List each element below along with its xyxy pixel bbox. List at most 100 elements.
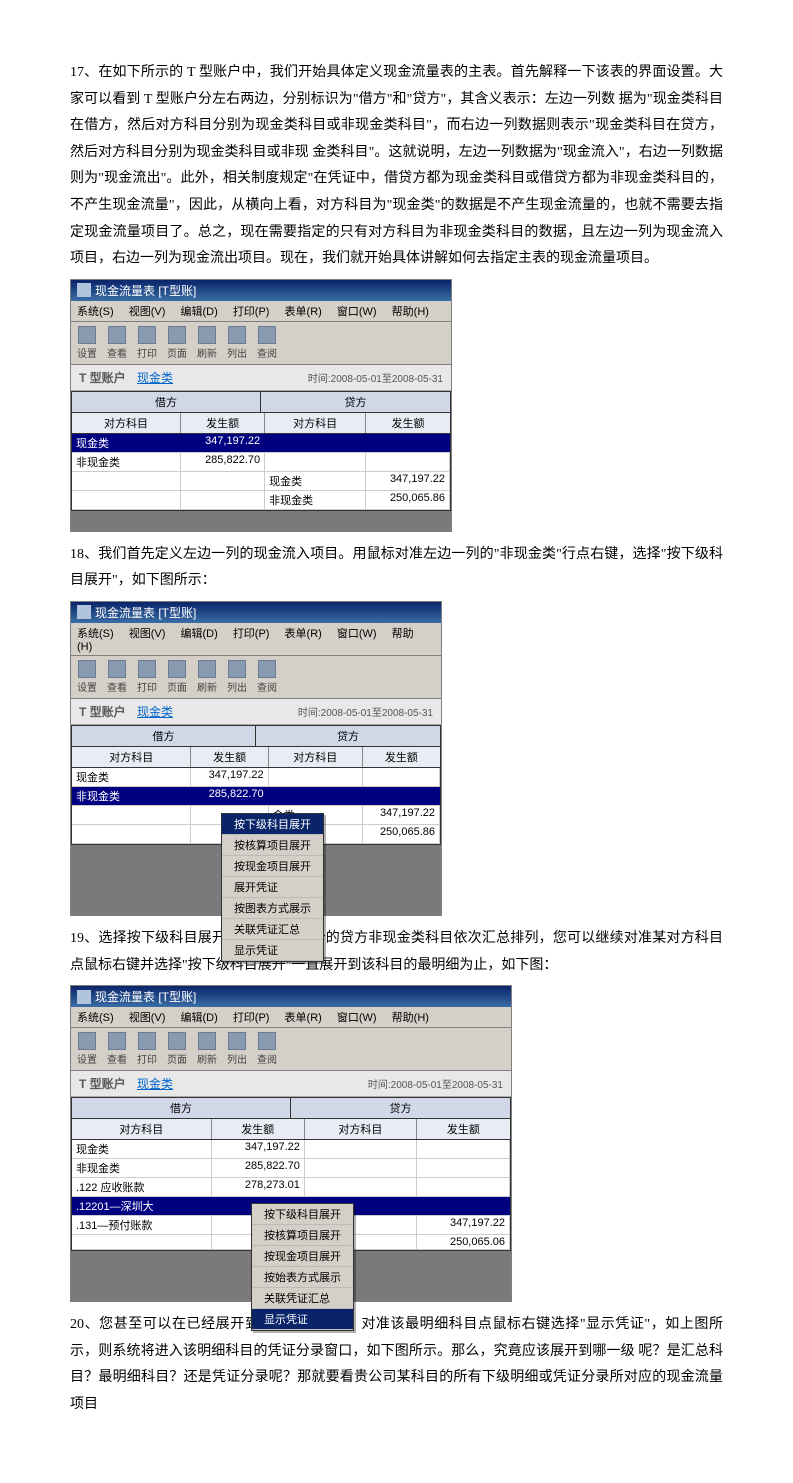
table-row[interactable]: .122 应收账款 278,273.01 — [72, 1178, 510, 1197]
screenshot-3: 现金流量表 [T型账] 系统(S) 视图(V) 编辑(D) 打印(P) 表单(R… — [70, 985, 512, 1302]
titlebar-2: 现金流量表 [T型账] — [71, 602, 441, 623]
tool-button[interactable]: 列出 — [227, 660, 247, 694]
context-menu-2[interactable]: 按下级科目展开 按核算项目展开 按现金项目展开 按始表方式展示 关联凭证汇总 显… — [251, 1203, 354, 1331]
toolbar-2: 设置 查看 打印 页面 刷新 列出 查阅 — [71, 656, 441, 699]
menu-item[interactable]: 表单(R) — [285, 1012, 322, 1024]
menu-item[interactable]: 窗口(W) — [337, 1012, 377, 1024]
tool-button[interactable]: 查看 — [107, 660, 127, 694]
window-title: 现金流量表 [T型账] — [95, 988, 196, 1005]
cash-type-link[interactable]: 现金类 — [137, 371, 173, 385]
menu-item[interactable]: 视图(V) — [129, 1012, 166, 1024]
cash-type-link[interactable]: 现金类 — [137, 705, 173, 719]
menu-item[interactable]: 视图(V) — [129, 306, 166, 318]
table-row[interactable]: 非现金类 285,822.70 — [72, 1159, 510, 1178]
ctx-show-voucher[interactable]: 显示凭证 — [252, 1309, 353, 1330]
table-row-selected[interactable]: 非现金类 285,822.70 — [72, 787, 440, 806]
credit-header: 贷方 — [261, 392, 450, 412]
tool-button[interactable]: 设置 — [77, 660, 97, 694]
ctx-item[interactable]: 按下级科目展开 — [252, 1204, 353, 1225]
table-row[interactable]: 现金类 347,197.22 — [72, 768, 440, 787]
menu-item[interactable]: 编辑(D) — [180, 628, 217, 640]
ctx-item[interactable]: 按核算项目展开 — [252, 1225, 353, 1246]
menu-item[interactable]: 帮助(H) — [392, 306, 429, 318]
ctx-expand-by-subaccount[interactable]: 按下级科目展开 — [222, 814, 323, 835]
tool-icon — [108, 660, 126, 678]
tool-button[interactable]: 查看 — [107, 326, 127, 360]
tool-button[interactable]: 页面 — [167, 1032, 187, 1066]
menu-item[interactable]: 编辑(D) — [180, 306, 217, 318]
menu-item[interactable]: 表单(R) — [285, 306, 322, 318]
cash-type-link[interactable]: 现金类 — [137, 1077, 173, 1091]
col-account: 对方科目 — [269, 747, 363, 767]
col-account: 对方科目 — [265, 413, 366, 433]
menu-item[interactable]: 系统(S) — [77, 306, 114, 318]
tool-button[interactable]: 页面 — [167, 326, 187, 360]
credit-header: 贷方 — [291, 1098, 510, 1118]
ctx-item[interactable]: 展开凭证 — [222, 877, 323, 898]
table-row[interactable]: 现金类 347,197.22 — [72, 472, 450, 491]
ctx-item[interactable]: 按图表方式展示 — [222, 898, 323, 919]
menu-item[interactable]: 打印(P) — [233, 306, 270, 318]
table-row[interactable]: 非现金类 250,065.86 — [72, 491, 450, 510]
table-row[interactable]: 现金类 347,197.22 — [72, 434, 450, 453]
tool-icon — [258, 1032, 276, 1050]
tool-icon — [228, 326, 246, 344]
t-account-label: T 型账户 — [79, 705, 126, 719]
menu-item[interactable]: 窗口(W) — [337, 306, 377, 318]
tool-icon — [228, 660, 246, 678]
menu-item[interactable]: 表单(R) — [285, 628, 322, 640]
subheader-3: T 型账户 现金类 时间:2008-05-01至2008-05-31 — [71, 1071, 511, 1097]
tool-button[interactable]: 刷新 — [197, 1032, 217, 1066]
context-menu-1[interactable]: 按下级科目展开 按核算项目展开 按现金项目展开 展开凭证 按图表方式展示 关联凭… — [221, 813, 324, 962]
tool-button[interactable]: 打印 — [137, 1032, 157, 1066]
table-row[interactable]: 非现金类 285,822.70 — [72, 453, 450, 472]
menu-item[interactable]: 系统(S) — [77, 628, 114, 640]
menu-item[interactable]: 打印(P) — [233, 628, 270, 640]
ctx-item[interactable]: 显示凭证 — [222, 940, 323, 961]
ctx-item[interactable]: 关联凭证汇总 — [222, 919, 323, 940]
tool-button[interactable]: 查看 — [107, 1032, 127, 1066]
ctx-item[interactable]: 按始表方式展示 — [252, 1267, 353, 1288]
tool-button[interactable]: 查阅 — [257, 1032, 277, 1066]
menubar-1[interactable]: 系统(S) 视图(V) 编辑(D) 打印(P) 表单(R) 窗口(W) 帮助(H… — [71, 301, 451, 322]
tool-button[interactable]: 设置 — [77, 1032, 97, 1066]
col-amount: 发生额 — [363, 747, 440, 767]
tool-icon — [228, 1032, 246, 1050]
col-amount: 发生额 — [366, 413, 450, 433]
tool-button[interactable]: 列出 — [227, 1032, 247, 1066]
paragraph-17: 17、在如下所示的 T 型账户中，我们开始具体定义现金流量表的主表。首先解释一下… — [70, 60, 723, 273]
menu-item[interactable]: 帮助(H) — [392, 1012, 429, 1024]
tool-button[interactable]: 刷新 — [197, 660, 217, 694]
menubar-2[interactable]: 系统(S) 视图(V) 编辑(D) 打印(P) 表单(R) 窗口(W) 帮助(H… — [71, 623, 441, 656]
menu-item[interactable]: 视图(V) — [129, 628, 166, 640]
titlebar-3: 现金流量表 [T型账] — [71, 986, 511, 1007]
tool-icon — [168, 1032, 186, 1050]
tool-button[interactable]: 打印 — [137, 660, 157, 694]
menu-item[interactable]: 编辑(D) — [180, 1012, 217, 1024]
tool-button[interactable]: 打印 — [137, 326, 157, 360]
tool-icon — [168, 660, 186, 678]
ctx-item[interactable]: 按现金项目展开 — [222, 856, 323, 877]
tool-button[interactable]: 查阅 — [257, 660, 277, 694]
menu-item[interactable]: 系统(S) — [77, 1012, 114, 1024]
date-range: 时间:2008-05-01至2008-05-31 — [308, 370, 443, 385]
subheader-1: T 型账户 现金类 时间:2008-05-01至2008-05-31 — [71, 365, 451, 391]
tool-button[interactable]: 设置 — [77, 326, 97, 360]
screenshot-2: 现金流量表 [T型账] 系统(S) 视图(V) 编辑(D) 打印(P) 表单(R… — [70, 601, 442, 916]
table-row[interactable]: 现金类 347,197.22 — [72, 1140, 510, 1159]
tool-button[interactable]: 列出 — [227, 326, 247, 360]
menu-item[interactable]: 窗口(W) — [337, 628, 377, 640]
tool-button[interactable]: 页面 — [167, 660, 187, 694]
tool-button[interactable]: 刷新 — [197, 326, 217, 360]
ctx-item[interactable]: 关联凭证汇总 — [252, 1288, 353, 1309]
tool-icon — [198, 660, 216, 678]
menu-item[interactable]: 打印(P) — [233, 1012, 270, 1024]
col-amount: 发生额 — [181, 413, 265, 433]
ctx-item[interactable]: 按核算项目展开 — [222, 835, 323, 856]
app-icon — [77, 283, 91, 297]
ctx-item[interactable]: 按现金项目展开 — [252, 1246, 353, 1267]
tool-button[interactable]: 查阅 — [257, 326, 277, 360]
menubar-3[interactable]: 系统(S) 视图(V) 编辑(D) 打印(P) 表单(R) 窗口(W) 帮助(H… — [71, 1007, 511, 1028]
screenshot-1: 现金流量表 [T型账] 系统(S) 视图(V) 编辑(D) 打印(P) 表单(R… — [70, 279, 452, 532]
paragraph-19: 19、选择按下级科目展开后，所有 5 月份的贷方非现金类科目依次汇总排列，您可以… — [70, 926, 723, 979]
